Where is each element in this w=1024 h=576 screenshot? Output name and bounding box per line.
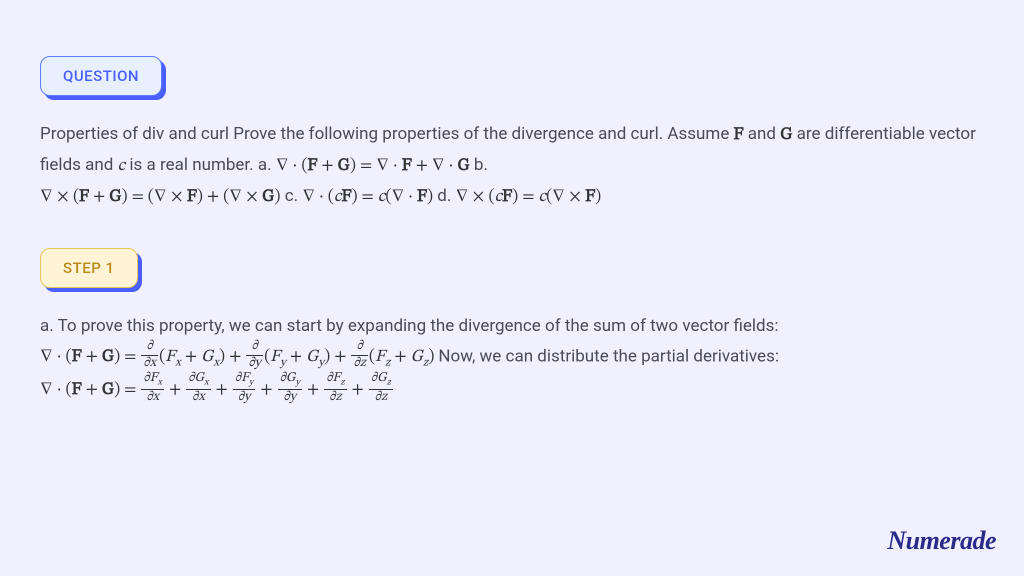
q-G: G — [780, 127, 792, 144]
q-F: F — [734, 127, 744, 144]
question-text: Properties of div and curl Prove the fol… — [40, 120, 984, 212]
logo-text: Numerade — [887, 526, 996, 555]
q-c-label: c. — [280, 186, 302, 206]
question-badge: QUESTION — [40, 56, 162, 96]
content-container: QUESTION Properties of div and curl Prov… — [0, 0, 1024, 407]
q-intro: Properties of div and curl Prove the fol… — [40, 124, 734, 144]
step1-text: a. To prove this property, we can start … — [40, 312, 984, 407]
step1-badge-label: STEP 1 — [63, 259, 115, 277]
question-badge-label: QUESTION — [63, 67, 139, 85]
s1-intro: a. To prove this property, we can start … — [40, 316, 779, 336]
q-d-label: d. — [433, 186, 456, 206]
q-prop-b: ∇ × (F + G) = (∇ × F) + (∇ × G) — [40, 189, 280, 206]
q-and: and — [744, 124, 781, 144]
numerade-logo: Numerade — [887, 526, 996, 556]
q-prop-d: ∇ × (cF) = c(∇ × F) — [456, 189, 602, 206]
s1-eq2: ∇ · (F + G) = ∂Fx∂x + ∂Gx∂x + ∂Fy∂y + ∂G… — [40, 382, 394, 399]
q-prop-a: ∇ · (F + G) = ∇ · F + ∇ · G — [276, 158, 470, 175]
q-isreal: is a real number. a. — [125, 155, 276, 175]
s1-eq1: ∇ · (F + G) = ∂∂x(Fx + Gx) + ∂∂y(Fy + Gy… — [40, 349, 438, 366]
q-b-label: b. — [470, 155, 488, 175]
s1-now: Now, we can distribute the partial deriv… — [438, 346, 779, 366]
step1-badge: STEP 1 — [40, 248, 138, 288]
q-prop-c: ∇ · (cF) = c(∇ · F) — [302, 189, 433, 206]
